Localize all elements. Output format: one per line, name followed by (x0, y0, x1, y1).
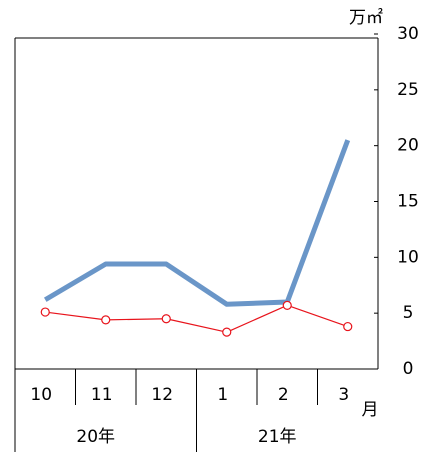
x-unit: 月 (362, 400, 379, 420)
point (101, 315, 111, 325)
x-tick-label: 3 (338, 385, 349, 405)
group-label: 20年 (76, 427, 115, 447)
y-unit: 万㎡ (349, 8, 383, 28)
point (161, 314, 171, 324)
y-tick-label: 15 (397, 192, 419, 212)
y-tick-label: 0 (403, 359, 414, 379)
x-tick-label: 12 (151, 385, 173, 405)
x-tick-label: 2 (278, 385, 289, 405)
series-line (43, 139, 351, 307)
point (282, 300, 292, 310)
point (343, 321, 353, 332)
x-tick-label: 11 (91, 385, 113, 405)
series-line (45, 304, 348, 333)
y-tick-label: 20 (397, 136, 419, 156)
y-tick-label: 30 (397, 24, 419, 44)
y-tick-label: 10 (397, 247, 419, 267)
x-tick-label: 1 (217, 385, 228, 405)
x-tick-label: 10 (30, 385, 52, 405)
y-tick-label: 25 (397, 80, 419, 100)
y-tick-label: 5 (403, 303, 414, 323)
group-label: 21年 (258, 427, 297, 447)
point (40, 307, 50, 317)
point (222, 327, 232, 337)
